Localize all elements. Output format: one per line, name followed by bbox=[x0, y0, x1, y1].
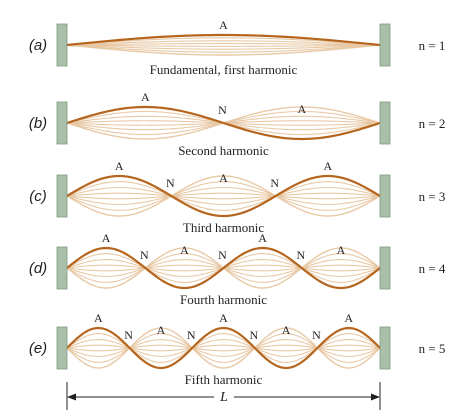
string-ghost-curve bbox=[66, 43, 381, 46]
node-label: N bbox=[166, 176, 175, 190]
row-label: (c) bbox=[29, 188, 47, 205]
string-ghost-curve bbox=[66, 37, 381, 46]
string-ghost-curve bbox=[66, 192, 381, 200]
node-label: N bbox=[218, 248, 227, 262]
antinode-label: A bbox=[157, 323, 166, 337]
string-ghost-curve bbox=[66, 181, 381, 211]
left-post bbox=[56, 326, 68, 370]
string-main-curve bbox=[66, 174, 381, 218]
antinode-label: A bbox=[102, 231, 111, 245]
string-ghost-curve bbox=[66, 344, 381, 352]
row-label: (d) bbox=[29, 260, 47, 277]
node-label: N bbox=[218, 103, 227, 117]
string-main-curve bbox=[66, 33, 381, 47]
length-arrowhead-left bbox=[67, 393, 76, 401]
string-extreme-curve bbox=[66, 175, 381, 217]
mode-number-label: n = 2 bbox=[419, 116, 446, 131]
harmonic-row: (a) n = 1 A Fundamental, first harmonic bbox=[29, 18, 446, 77]
left-post bbox=[56, 23, 68, 67]
harmonic-caption: Fundamental, first harmonic bbox=[150, 62, 298, 77]
right-post bbox=[379, 326, 391, 370]
length-arrowhead-right bbox=[371, 393, 380, 401]
string-ghost-curve bbox=[66, 187, 381, 205]
right-post bbox=[379, 23, 391, 67]
left-post bbox=[56, 174, 68, 218]
string-ghost-curve bbox=[66, 44, 381, 50]
string-ghost-curve bbox=[66, 339, 381, 357]
antinode-label: A bbox=[219, 171, 228, 185]
mode-number-label: n = 3 bbox=[419, 189, 446, 204]
harmonic-row: (c) n = 3 A A A N N Third harmonic bbox=[29, 159, 445, 235]
antinode-label: A bbox=[337, 243, 346, 257]
string-ghost-curve bbox=[66, 333, 381, 363]
harmonic-caption: Fourth harmonic bbox=[180, 292, 267, 307]
harmonic-caption: Fifth harmonic bbox=[185, 372, 263, 387]
node-label: N bbox=[312, 328, 321, 342]
string-ghost-curve bbox=[66, 187, 381, 205]
right-post bbox=[379, 174, 391, 218]
harmonic-row: (e) n = 5 A A A A A N N N N Fifth harmonic bbox=[29, 311, 446, 387]
string-ghost-curve bbox=[66, 192, 381, 200]
string-ghost-curve bbox=[66, 181, 381, 211]
node-label: N bbox=[249, 328, 258, 342]
string-ghost-curve bbox=[66, 344, 381, 352]
node-label: N bbox=[296, 248, 305, 262]
harmonic-caption: Third harmonic bbox=[183, 220, 264, 235]
antinode-label: A bbox=[115, 159, 124, 173]
antinode-label: A bbox=[258, 231, 267, 245]
node-label: N bbox=[124, 328, 133, 342]
antinode-label: A bbox=[219, 18, 228, 32]
antinode-label: A bbox=[180, 243, 189, 257]
string-ghost-curve bbox=[66, 44, 381, 47]
string-main-curve bbox=[66, 326, 381, 370]
node-label: N bbox=[270, 176, 279, 190]
antinode-label: A bbox=[323, 159, 332, 173]
harmonic-row: (b) n = 2 A A N Second harmonic bbox=[29, 90, 446, 158]
mode-number-label: n = 5 bbox=[419, 341, 446, 356]
string-main-curve bbox=[66, 246, 381, 290]
row-label: (b) bbox=[29, 115, 47, 132]
string-ghost-curve bbox=[66, 339, 381, 357]
string-ghost-curve bbox=[66, 333, 381, 363]
harmonic-row: (d) n = 4 A A A A N N N Fourth harmonic bbox=[29, 231, 446, 307]
node-label: N bbox=[140, 248, 149, 262]
antinode-label: A bbox=[282, 323, 291, 337]
antinode-label: A bbox=[94, 311, 103, 325]
mode-number-label: n = 1 bbox=[419, 38, 446, 53]
antinode-label: A bbox=[219, 311, 228, 325]
antinode-label: A bbox=[141, 90, 150, 104]
row-label: (a) bbox=[29, 37, 47, 54]
string-ghost-curve bbox=[66, 44, 381, 53]
right-post bbox=[379, 246, 391, 290]
left-post bbox=[56, 246, 68, 290]
antinode-label: A bbox=[297, 102, 306, 116]
row-label: (e) bbox=[29, 340, 47, 357]
antinode-label: A bbox=[344, 311, 353, 325]
length-label: L bbox=[219, 390, 228, 405]
right-post bbox=[379, 101, 391, 145]
string-extreme-curve bbox=[66, 44, 381, 56]
node-label: N bbox=[187, 328, 196, 342]
string-main-curve bbox=[66, 105, 381, 141]
left-post bbox=[56, 101, 68, 145]
mode-number-label: n = 4 bbox=[419, 261, 446, 276]
string-extreme-curve bbox=[66, 327, 381, 369]
string-ghost-curve bbox=[66, 40, 381, 46]
length-dimension: L bbox=[66, 382, 381, 410]
harmonic-caption: Second harmonic bbox=[178, 143, 269, 158]
